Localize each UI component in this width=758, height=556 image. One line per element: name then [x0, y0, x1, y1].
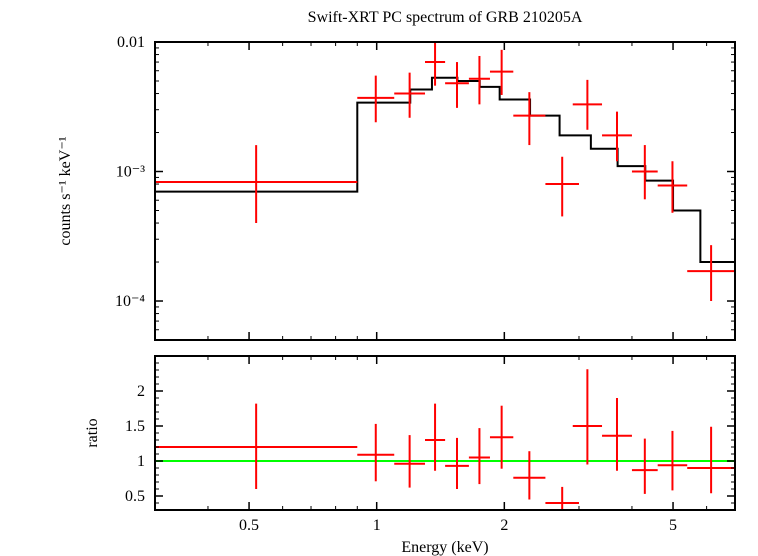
x-tick-label: 1 [373, 517, 381, 534]
y-axis-label-top: counts s⁻¹ keV⁻¹ [57, 136, 74, 245]
y-tick-label-bottom: 0.5 [125, 488, 145, 505]
x-tick-label: 2 [500, 517, 508, 534]
x-axis-label: Energy (keV) [401, 539, 488, 556]
spectrum-chart: 0.5 1 2 5 10⁻⁴ 10⁻³ 0.01 0.5 1 1.5 2 Swift-XRT PC s… [0, 0, 758, 556]
y-axis-label-bottom: ratio [84, 418, 101, 447]
model-step-line [155, 78, 735, 262]
y-tick-label-bottom: 1.5 [125, 418, 145, 435]
y-tick-label-bottom: 1 [137, 453, 145, 470]
x-tick-label: 5 [669, 517, 677, 534]
chart-title: Swift-XRT PC spectrum of GRB 210205A [308, 9, 583, 26]
y-tick-label-bottom: 2 [137, 383, 145, 400]
bottom-panel-frame [155, 356, 735, 510]
x-tick-label: 0.5 [239, 517, 259, 534]
y-tick-label-top: 0.01 [117, 34, 145, 51]
y-tick-label-top: 10⁻⁴ [115, 293, 145, 310]
y-tick-label-top: 10⁻³ [116, 164, 145, 181]
